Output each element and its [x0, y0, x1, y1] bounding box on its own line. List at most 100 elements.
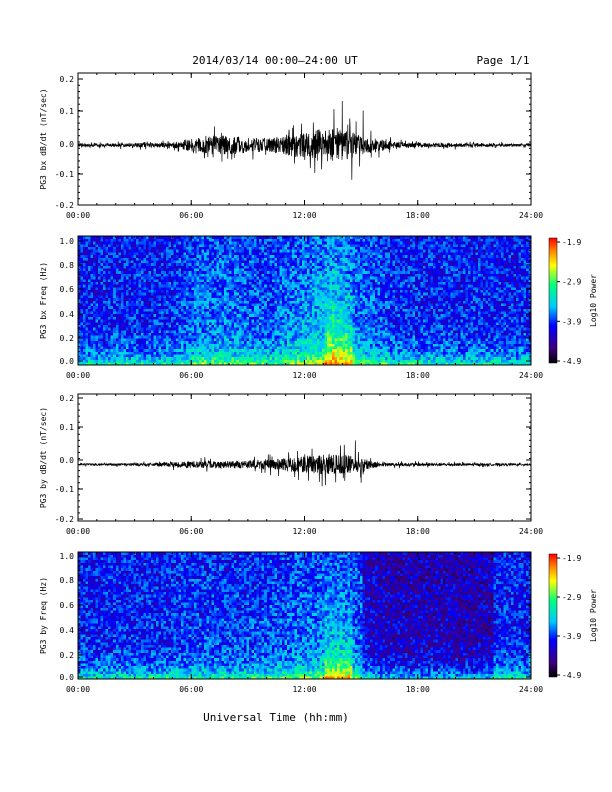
spectrogram-cell	[206, 335, 210, 339]
spectrogram-cell	[304, 260, 308, 264]
spectrogram-cell	[90, 279, 94, 282]
spectrogram-cell	[234, 252, 237, 256]
spectrogram-cell	[324, 236, 328, 239]
spectrogram-cell	[261, 281, 265, 285]
spectrogram-cell	[246, 254, 250, 258]
spectrogram-cell	[276, 246, 280, 250]
spectrogram-cell	[113, 335, 117, 339]
spectrogram-cell	[246, 281, 250, 285]
spectrogram-cell	[166, 287, 169, 291]
spectrogram-cell	[78, 270, 81, 274]
spectrogram-cell	[244, 311, 247, 315]
spectrogram-cell	[105, 311, 109, 315]
spectrogram-cell	[241, 303, 245, 307]
spectrogram-cell	[269, 249, 273, 253]
spectrogram-cell	[329, 305, 333, 309]
spectrogram-cell	[100, 319, 104, 323]
spectrogram-cell	[296, 305, 300, 309]
spectrogram-cell	[178, 327, 182, 331]
spectrogram-cell	[166, 351, 169, 355]
spectrogram-cell	[138, 348, 142, 352]
spectrogram-cell	[307, 252, 310, 256]
spectrogram-cell	[135, 273, 139, 277]
spectrogram-cell	[166, 252, 169, 256]
spectrogram-cell	[153, 265, 157, 269]
spectrogram-cell	[213, 289, 217, 293]
spectrogram-cell	[249, 265, 252, 269]
spectrogram-cell	[138, 260, 142, 264]
spectrogram-cell	[186, 279, 190, 282]
spectrogram-cell	[181, 300, 184, 304]
spectrogram-cell	[274, 308, 278, 312]
spectrogram-cell	[312, 257, 315, 261]
spectrogram-cell	[80, 254, 84, 258]
spectrogram-cell	[218, 319, 222, 323]
spectrogram-cell	[108, 292, 112, 296]
spectrogram-cell	[201, 362, 205, 366]
spectrogram-cell	[135, 313, 139, 317]
spectrogram-cell	[80, 300, 84, 304]
spectrogram-cell	[150, 238, 154, 242]
spectrogram-cell	[196, 279, 200, 282]
spectrogram-cell	[128, 236, 132, 239]
spectrogram-cell	[276, 311, 280, 315]
spectrogram-cell	[183, 305, 187, 309]
spectrogram-cell	[95, 270, 99, 274]
spectrogram-cell	[161, 297, 164, 301]
spectrogram-cell	[128, 252, 132, 256]
spectrogram-cell	[78, 238, 81, 242]
spectrogram-cell	[186, 356, 190, 360]
spectrogram-cell	[213, 273, 217, 277]
spectrogram-cell	[176, 330, 179, 334]
spectrogram-cell	[191, 362, 195, 366]
spectrogram-cell	[244, 270, 247, 274]
spectrogram-cell	[108, 305, 112, 309]
spectrogram-cell	[208, 340, 212, 344]
spectrogram-cell	[103, 303, 106, 307]
spectrogram-cell	[206, 246, 210, 250]
spectrogram-cell	[88, 289, 91, 293]
spectrogram-cell	[259, 354, 263, 358]
spectrogram-cell	[244, 284, 247, 288]
spectrogram-cell	[125, 319, 129, 323]
spectrogram-cell	[145, 324, 149, 328]
spectrogram-cell	[188, 249, 192, 253]
spectrogram-cell	[201, 335, 205, 339]
spectrogram-cell	[118, 319, 122, 323]
spectrogram-cell	[332, 324, 335, 328]
spectrogram-cell	[259, 297, 263, 301]
spectrogram-cell	[118, 332, 122, 336]
spectrogram-cell	[90, 316, 94, 320]
spectrogram-cell	[193, 324, 197, 328]
spectrogram-cell	[150, 324, 154, 328]
spectrogram-cell	[266, 338, 270, 342]
spectrogram-cell	[83, 236, 86, 239]
spectrogram-cell	[158, 236, 162, 239]
spectrogram-cell	[256, 260, 260, 264]
spectrogram-cell	[327, 268, 330, 272]
spectrogram-cell	[239, 346, 242, 350]
spectrogram-cell	[80, 276, 84, 280]
spectrogram-cell	[251, 236, 255, 239]
spectrogram-cell	[213, 362, 217, 366]
spectrogram-cell	[181, 238, 184, 242]
spectrogram-cell	[166, 362, 169, 366]
spectrogram-cell	[229, 332, 232, 336]
spectrogram-cell	[279, 276, 283, 280]
spectrogram-cell	[208, 270, 212, 274]
spectrogram-cell	[115, 276, 119, 280]
spectrogram-cell	[118, 343, 122, 347]
spectrogram-cell	[176, 297, 179, 301]
spectrogram-cell	[294, 303, 298, 307]
spectrogram-cell	[153, 343, 157, 347]
spectrogram-cell	[276, 289, 280, 293]
spectrogram-cell	[261, 238, 265, 242]
spectrogram-cell	[143, 316, 147, 320]
spectrogram-cell	[203, 311, 207, 315]
spectrogram-cell	[88, 316, 91, 320]
spectrogram-cell	[93, 238, 96, 242]
spectrogram-cell	[158, 316, 162, 320]
spectrogram-cell	[251, 338, 255, 342]
spectrogram-cell	[176, 241, 179, 245]
spectrogram-cell	[231, 281, 235, 285]
